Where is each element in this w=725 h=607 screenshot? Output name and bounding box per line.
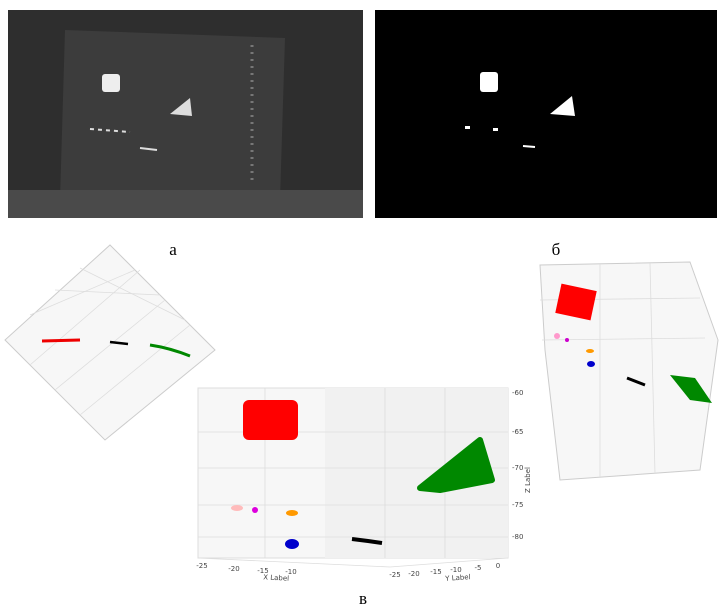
z-tick-label: -65 — [512, 428, 523, 436]
z-tick-label: -70 — [512, 464, 523, 472]
blob — [252, 507, 258, 513]
blob — [565, 338, 569, 342]
z-tick-label: -75 — [512, 501, 523, 509]
y-tick-label: -20 — [408, 570, 419, 578]
y-tick-label: -10 — [450, 566, 461, 574]
patch — [480, 72, 498, 92]
blob — [285, 539, 299, 549]
figure: а б в -25-20-15-10-25-20-15-10-50-60-65-… — [0, 0, 725, 607]
x-tick-label: -20 — [228, 565, 239, 573]
z-tick-label: -60 — [512, 389, 523, 397]
patch — [102, 74, 120, 92]
z-tick-label: -80 — [512, 533, 523, 541]
y-tick-label: -15 — [430, 568, 441, 576]
blob — [586, 349, 594, 353]
blob — [554, 333, 560, 339]
patch — [493, 128, 498, 131]
y-tick-label: -25 — [389, 571, 400, 579]
y-tick-label: 0 — [496, 562, 500, 570]
x-tick-label: -25 — [196, 562, 207, 570]
y-tick-label: -5 — [475, 564, 482, 572]
z-axis-label: Z Label — [524, 467, 532, 493]
page: а б в -25-20-15-10-25-20-15-10-50-60-65-… — [0, 0, 725, 607]
patch — [465, 126, 470, 129]
x-axis-label: X Label — [263, 573, 289, 582]
panel-label: б — [552, 240, 561, 259]
panel-label: в — [359, 589, 367, 607]
panel-label: а — [169, 240, 177, 259]
blob — [587, 361, 595, 367]
y-axis-label: Y Label — [444, 573, 471, 583]
blob — [231, 505, 243, 511]
base — [8, 190, 363, 218]
blob — [42, 340, 80, 341]
blob — [286, 510, 298, 516]
patch — [523, 146, 535, 147]
blob — [243, 400, 298, 440]
mask — [375, 10, 717, 218]
